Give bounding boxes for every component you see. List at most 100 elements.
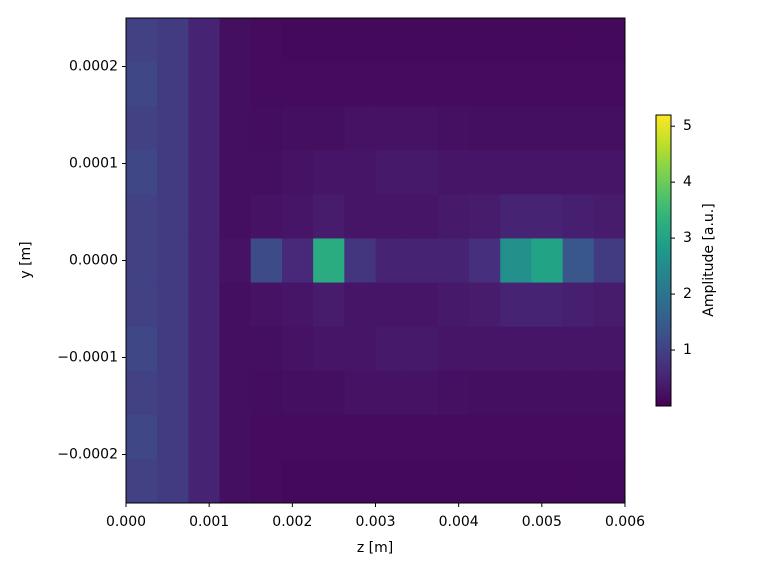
y-tick-label: −0.0002 xyxy=(57,447,118,463)
heatmap-cell xyxy=(500,62,532,107)
y-tick-label: 0.0001 xyxy=(69,156,118,172)
heatmap-cell xyxy=(126,194,158,239)
heatmap-cell xyxy=(344,326,376,372)
heatmap-cell xyxy=(188,106,221,151)
heatmap-cell xyxy=(157,414,189,460)
heatmap-cell xyxy=(344,194,376,239)
heatmap-cell xyxy=(219,62,252,107)
heatmap-cell xyxy=(500,282,532,328)
heatmap-cell xyxy=(281,370,314,416)
heatmap-cell xyxy=(500,414,532,460)
heatmap-cell xyxy=(188,18,221,63)
heatmap-cell xyxy=(313,150,345,195)
heatmap-cell xyxy=(437,282,470,328)
heatmap-cell xyxy=(126,150,158,195)
heatmap-cell xyxy=(375,370,408,416)
heatmap-cell xyxy=(250,62,283,107)
heatmap-cell xyxy=(219,18,252,63)
heatmap-cell xyxy=(313,62,345,107)
heatmap-cell xyxy=(344,150,376,195)
heatmap-cell xyxy=(562,62,595,107)
heatmap-cell xyxy=(250,106,283,151)
heatmap-cell xyxy=(437,458,470,504)
heatmap-cell xyxy=(469,62,501,107)
x-axis-label: z [m] xyxy=(357,540,393,556)
heatmap-cell xyxy=(500,326,532,372)
heatmap-cell xyxy=(531,282,564,328)
heatmap-cell xyxy=(313,326,345,372)
heatmap-cell xyxy=(593,326,626,372)
colorbar-tick-label: 1 xyxy=(683,342,692,358)
x-tick-label: 0.004 xyxy=(439,514,479,530)
heatmap-cell xyxy=(281,326,314,372)
heatmap-cell xyxy=(344,282,376,328)
heatmap-cell xyxy=(562,150,595,195)
heatmap-cell xyxy=(469,414,501,460)
heatmap-cell xyxy=(219,238,252,284)
heatmap-cell xyxy=(126,370,158,416)
heatmap-cell xyxy=(157,62,189,107)
heatmap-cell xyxy=(375,282,408,328)
heatmap-cell xyxy=(406,458,439,504)
heatmap-cell xyxy=(157,458,189,504)
heatmap-cell xyxy=(437,326,470,372)
heatmap-cell xyxy=(562,326,595,372)
heatmap-cell xyxy=(375,238,408,284)
heatmap-cell xyxy=(250,18,283,63)
heatmap-cell xyxy=(437,150,470,195)
heatmap-cell xyxy=(313,414,345,460)
heatmap-cell xyxy=(157,194,189,239)
heatmap-cell xyxy=(500,18,532,63)
heatmap-cell xyxy=(344,106,376,151)
heatmap-cell xyxy=(281,194,314,239)
x-tick-label: 0.003 xyxy=(355,514,395,530)
x-tick-label: 0.005 xyxy=(522,514,562,530)
heatmap-cell xyxy=(188,370,221,416)
heatmap-cell xyxy=(250,458,283,504)
heatmap-cell xyxy=(157,370,189,416)
heatmap-cell xyxy=(531,370,564,416)
heatmap-cell xyxy=(126,106,158,151)
heatmap-cell xyxy=(531,18,564,63)
heatmap-cell xyxy=(219,370,252,416)
heatmap-cell xyxy=(406,282,439,328)
heatmap-cell xyxy=(469,18,501,63)
heatmap-cell xyxy=(375,106,408,151)
heatmap-cell xyxy=(313,18,345,63)
heatmap-cell xyxy=(406,238,439,284)
heatmap-cell xyxy=(281,282,314,328)
heatmap-cell xyxy=(219,282,252,328)
heatmap-cell xyxy=(562,282,595,328)
heatmap-cell xyxy=(375,62,408,107)
heatmap-cell xyxy=(406,150,439,195)
heatmap-cell xyxy=(313,282,345,328)
heatmap-cell xyxy=(250,414,283,460)
heatmap-cell xyxy=(157,238,189,284)
heatmap-cell xyxy=(593,282,626,328)
heatmap-cell xyxy=(281,62,314,107)
heatmap-cell xyxy=(219,458,252,504)
heatmap-cell xyxy=(313,238,345,284)
colorbar-tick-label: 2 xyxy=(683,286,692,302)
heatmap-cell xyxy=(126,458,158,504)
heatmap-cell xyxy=(469,370,501,416)
heatmap-cell xyxy=(531,106,564,151)
heatmap-cell xyxy=(344,18,376,63)
heatmap-cell xyxy=(375,326,408,372)
colorbar-tick-label: 4 xyxy=(683,174,692,190)
heatmap xyxy=(126,18,626,504)
heatmap-cell xyxy=(281,150,314,195)
heatmap-cell xyxy=(562,194,595,239)
heatmap-cell xyxy=(593,414,626,460)
heatmap-cell xyxy=(562,414,595,460)
heatmap-cell xyxy=(469,106,501,151)
heatmap-cell xyxy=(406,326,439,372)
heatmap-cell xyxy=(157,326,189,372)
heatmap-cell xyxy=(593,106,626,151)
heatmap-cell xyxy=(344,62,376,107)
heatmap-cell xyxy=(437,370,470,416)
heatmap-cell xyxy=(126,238,158,284)
heatmap-cell xyxy=(593,194,626,239)
heatmap-cell xyxy=(188,414,221,460)
colorbar-tick-label: 3 xyxy=(683,230,692,246)
